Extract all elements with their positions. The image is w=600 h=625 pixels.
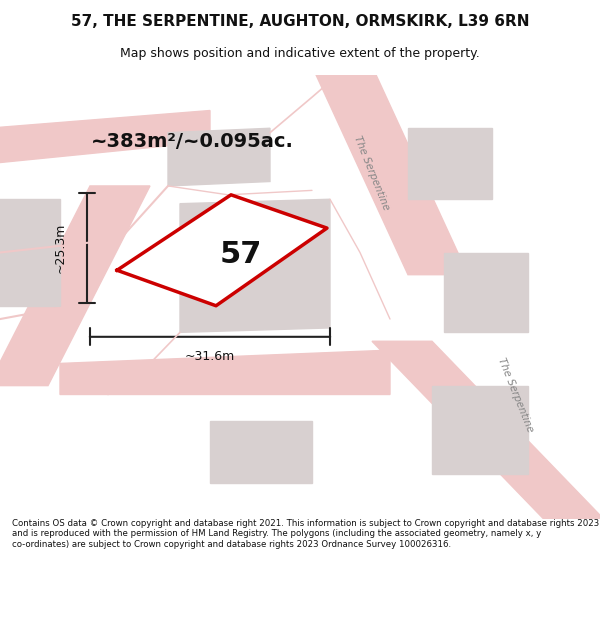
Text: Map shows position and indicative extent of the property.: Map shows position and indicative extent… bbox=[120, 48, 480, 61]
Text: ~25.3m: ~25.3m bbox=[53, 223, 67, 273]
Text: The Serpentine: The Serpentine bbox=[496, 356, 536, 433]
Polygon shape bbox=[117, 195, 327, 306]
Polygon shape bbox=[0, 186, 150, 386]
Text: 57: 57 bbox=[220, 239, 262, 269]
Polygon shape bbox=[432, 386, 528, 474]
Text: ~31.6m: ~31.6m bbox=[185, 350, 235, 363]
Polygon shape bbox=[168, 128, 270, 186]
Polygon shape bbox=[444, 253, 528, 332]
Text: 57, THE SERPENTINE, AUGHTON, ORMSKIRK, L39 6RN: 57, THE SERPENTINE, AUGHTON, ORMSKIRK, L… bbox=[71, 14, 529, 29]
Polygon shape bbox=[0, 199, 60, 306]
Polygon shape bbox=[312, 66, 468, 274]
Text: Contains OS data © Crown copyright and database right 2021. This information is : Contains OS data © Crown copyright and d… bbox=[12, 519, 599, 549]
Text: ~383m²/~0.095ac.: ~383m²/~0.095ac. bbox=[91, 132, 293, 151]
Polygon shape bbox=[408, 128, 492, 199]
Polygon shape bbox=[372, 341, 600, 528]
Polygon shape bbox=[180, 199, 330, 332]
Polygon shape bbox=[0, 111, 210, 164]
Polygon shape bbox=[210, 421, 312, 483]
Polygon shape bbox=[60, 350, 390, 394]
Text: The Serpentine: The Serpentine bbox=[352, 134, 392, 211]
